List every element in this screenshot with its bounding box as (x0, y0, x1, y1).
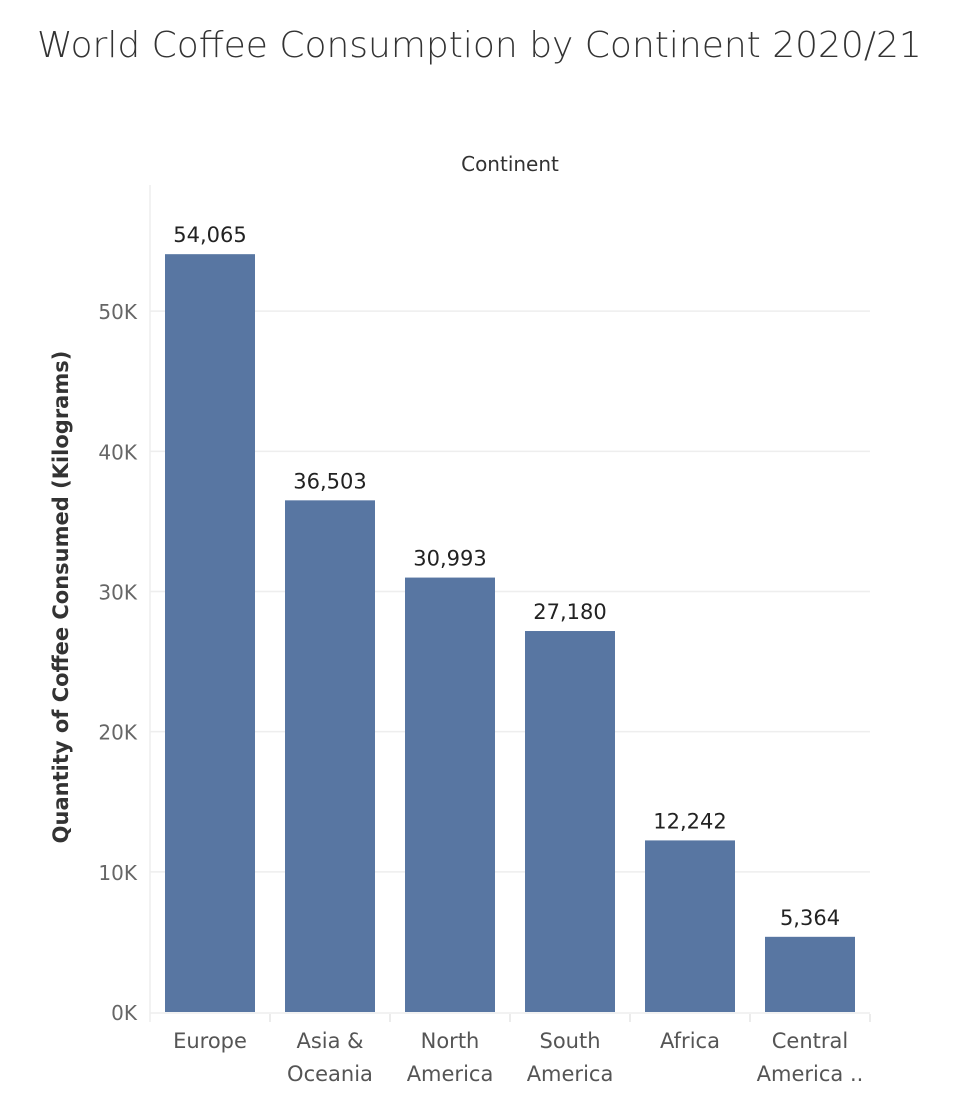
column-header: Continent (461, 152, 559, 176)
y-tick-label: 30K (98, 580, 137, 604)
bar (765, 936, 855, 1012)
axes: 0K 10K 20K 30K 40K 50K Europe Asia & Oceania Nort… (98, 185, 871, 1086)
bar (645, 840, 735, 1012)
data-label: 30,993 (413, 547, 486, 571)
y-tick-label: 50K (98, 300, 137, 324)
x-tick-label: South America (527, 1029, 614, 1086)
bar (525, 631, 615, 1012)
y-axis-label: Quantity of Coffee Consumed (Kilograms) (49, 351, 73, 844)
data-label: 5,364 (780, 906, 840, 930)
data-label: 27,180 (533, 600, 606, 624)
x-tick-label: North America (407, 1029, 494, 1086)
chart-title: World Coffee Consumption by Continent 20… (37, 25, 922, 66)
x-tick-label: Africa (660, 1029, 720, 1053)
y-tick-label: 40K (98, 440, 137, 464)
data-label: 12,242 (653, 809, 726, 833)
y-tick-label: 20K (98, 721, 137, 745)
bar (405, 577, 495, 1012)
gridlines (150, 310, 870, 873)
bars: 54,065 36,503 30,993 27,180 12,242 5,364 (165, 223, 855, 1012)
bar (285, 500, 375, 1012)
x-tick-label: Europe (173, 1029, 247, 1053)
x-tick-label: Central America .. (757, 1029, 864, 1086)
bar (165, 254, 255, 1012)
y-tick-label: 10K (98, 861, 137, 885)
data-label: 54,065 (173, 223, 246, 247)
y-tick-label: 0K (111, 1001, 138, 1025)
x-tick-label: Asia & Oceania (287, 1029, 373, 1086)
data-label: 36,503 (293, 469, 366, 493)
